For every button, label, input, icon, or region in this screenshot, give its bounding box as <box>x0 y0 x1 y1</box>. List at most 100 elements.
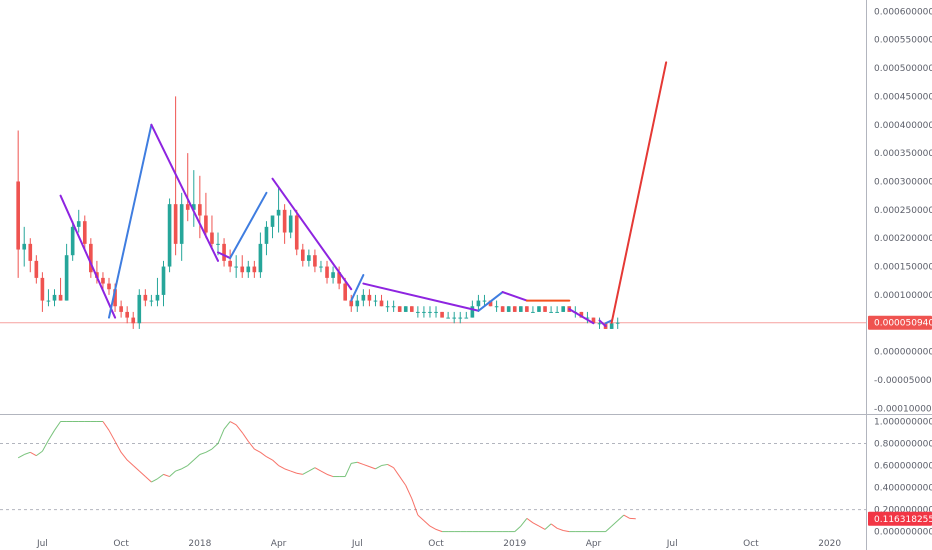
oscillator-segment <box>563 530 570 533</box>
price-panel[interactable] <box>0 61 866 329</box>
oscillator-segment <box>254 448 261 453</box>
oscillator-segment <box>544 523 552 530</box>
oscillator-segment <box>387 464 394 469</box>
oscillator-segment <box>181 465 188 470</box>
candle-body <box>361 294 366 301</box>
oscillator-panel[interactable] <box>0 421 866 533</box>
candle-body <box>264 226 269 244</box>
trendline[interactable] <box>229 191 268 260</box>
candle-body <box>355 300 360 307</box>
oscillator-segment <box>157 473 164 480</box>
time-tick-label: Oct <box>113 539 129 549</box>
candle-body <box>76 221 81 227</box>
trendline[interactable] <box>350 274 365 302</box>
candle-body <box>446 317 450 319</box>
candle-body <box>52 294 57 301</box>
oscillator-value-badge <box>868 511 932 526</box>
oscillator-segment <box>30 451 37 457</box>
candle-body <box>500 306 505 312</box>
candle-body <box>409 306 414 312</box>
oscillator-segment <box>48 430 55 441</box>
trendline[interactable] <box>477 291 504 312</box>
time-tick-label: 2018 <box>188 539 211 549</box>
oscillator-segment <box>617 514 625 521</box>
trendline[interactable] <box>610 61 668 324</box>
candle-body <box>222 243 226 261</box>
oscillator-axis[interactable]: 1.000000000 0.800000000 0.600000000 0.40000… <box>868 418 932 538</box>
candle-body <box>313 255 317 267</box>
candle-body <box>506 306 511 312</box>
time-tick-label: Jul <box>36 539 48 549</box>
candle-body <box>518 306 523 312</box>
oscillator-segment <box>532 522 540 527</box>
oscillator-segment <box>308 467 316 472</box>
candle-body <box>216 243 220 245</box>
candle-body <box>403 306 408 312</box>
oscillator-segment <box>199 451 207 456</box>
candle-body <box>113 289 117 307</box>
candle-body <box>488 300 493 307</box>
candle-body <box>343 283 348 301</box>
candle-body <box>379 300 384 307</box>
candle-body <box>16 181 20 250</box>
price-tick-label: 0.000500000 <box>874 64 932 74</box>
oscillator-segment <box>351 461 358 464</box>
candle-body <box>191 204 196 210</box>
candle-body <box>276 209 281 216</box>
oscillator-segment <box>526 517 534 524</box>
oscillator-segment <box>211 443 219 450</box>
oscillator-segment <box>550 523 558 529</box>
candle-body <box>119 306 123 312</box>
oscillator-segment <box>429 525 437 530</box>
trendline[interactable] <box>604 319 613 325</box>
candle-body <box>252 266 257 273</box>
candle-body <box>591 317 596 324</box>
trendline[interactable] <box>150 123 220 262</box>
time-tick-label: Jul <box>351 539 363 549</box>
candle-body <box>89 243 93 273</box>
candle-body <box>34 260 39 278</box>
candle-body <box>270 215 275 227</box>
trendline[interactable] <box>501 291 528 302</box>
oscillator-segment <box>290 470 297 474</box>
oscillator-segment <box>405 485 413 499</box>
trendline[interactable] <box>217 251 232 260</box>
oscillator-segment <box>120 452 128 461</box>
trendline[interactable] <box>108 123 153 319</box>
price-tick-label: -0.000050000 <box>874 376 932 386</box>
oscillator-segment <box>363 463 370 468</box>
trendline[interactable] <box>59 194 117 319</box>
price-tick-label: 0.000300000 <box>874 177 932 187</box>
trendline[interactable] <box>568 308 595 325</box>
price-axis[interactable]: 0.000600000 0.000550000 0.000500000 0.00045… <box>868 7 932 414</box>
oscillator-segment <box>605 525 612 532</box>
trendline[interactable] <box>271 177 353 291</box>
oscillator-segment <box>260 451 267 458</box>
candle-body <box>543 306 547 312</box>
oscillator-segment <box>538 525 546 530</box>
time-axis[interactable]: Jul Oct 2018 Apr Jul Oct 2019 Apr Jul Oct 2020 <box>36 539 841 549</box>
oscillator-segment <box>357 461 364 465</box>
candle-body <box>537 306 541 312</box>
price-tick-label: 0.000550000 <box>874 36 932 46</box>
oscillator-segment <box>284 468 291 472</box>
time-tick-label: 2019 <box>503 539 526 549</box>
oscillator-segment <box>247 441 255 450</box>
oscillator-segment <box>241 432 249 442</box>
candle-body <box>525 306 529 312</box>
trendline[interactable] <box>598 319 607 328</box>
oscillator-segment <box>326 473 334 478</box>
price-tick-label: 0.000000000 <box>874 348 932 358</box>
candle-body <box>549 311 553 313</box>
oscillator-segment <box>132 465 140 472</box>
candle-body <box>391 306 396 308</box>
candle-body <box>373 300 378 302</box>
trendline[interactable] <box>362 282 480 312</box>
oscillator-segment <box>520 518 528 527</box>
oscillator-segment <box>611 520 619 527</box>
oscillator-value-label: 0.116318255 <box>874 515 932 525</box>
oscillator-segment <box>138 470 146 477</box>
candle-body <box>416 311 420 313</box>
time-tick-label: Apr <box>271 539 287 549</box>
